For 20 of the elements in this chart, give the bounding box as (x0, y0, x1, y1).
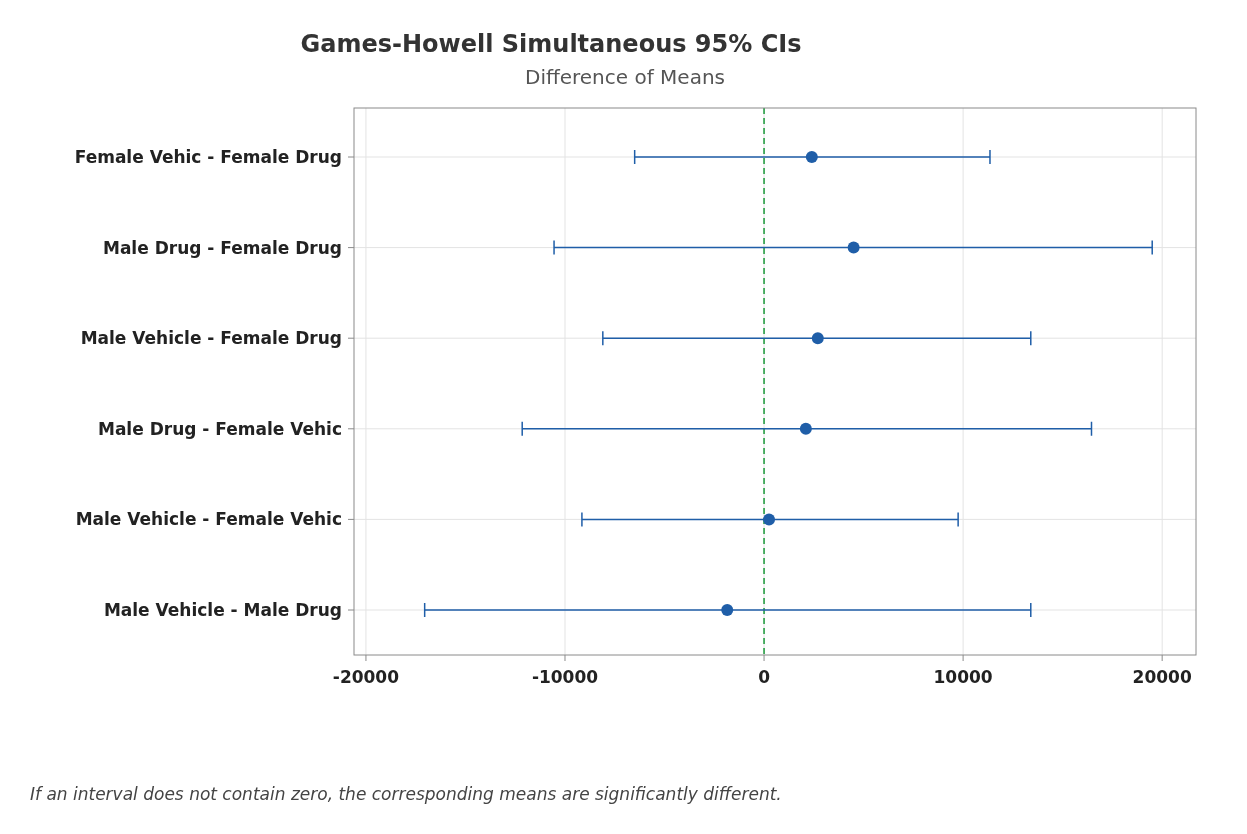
y-tick-label: Male Vehicle - Female Vehic (75, 509, 342, 530)
point (799, 422, 812, 435)
chart-subtitle: Difference of Means (524, 65, 726, 89)
x-tick-label: 20000 (1132, 667, 1192, 687)
point (763, 513, 776, 526)
x-tick-label: -20000 (332, 667, 400, 687)
point (805, 151, 818, 163)
point (721, 604, 734, 616)
y-tick-label: Male Drug - Female Drug (102, 237, 342, 258)
y-tick-label: Female Vehic - Female Drug (74, 147, 342, 167)
point (847, 241, 860, 254)
x-tick-label: 10000 (933, 667, 993, 687)
point (811, 332, 824, 345)
x-tick-label: -10000 (531, 667, 599, 687)
y-tick-label: Male Vehicle - Female Drug (80, 328, 342, 349)
text: If an interval does not contain zero, the corresponding means are significantly different. (30, 784, 782, 804)
x-tick-label: 0 (758, 667, 771, 687)
y-tick-label: Male Vehicle - Male Drug (103, 600, 342, 620)
y-tick-label: Male Drug - Female Vehic (97, 418, 342, 439)
chart-title: Games-Howell Simultaneous 95% CIs (300, 30, 802, 58)
